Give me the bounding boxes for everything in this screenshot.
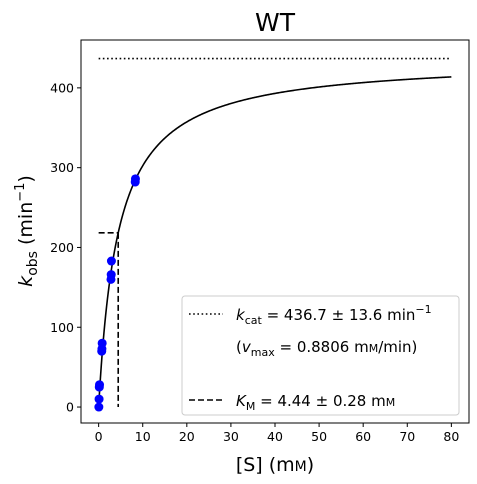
x-tick-label: 0 [95, 429, 103, 444]
x-tick-label: 10 [135, 429, 151, 444]
data-point [106, 256, 116, 266]
x-tick-label: 50 [311, 429, 327, 444]
y-tick-label: 0 [66, 400, 74, 415]
x-tick-label: 70 [399, 429, 415, 444]
axis-ticks: 0 10 20 30 40 50 60 70 80 0 100 200 300 400 [50, 80, 459, 444]
y-tick-label: 100 [50, 320, 74, 335]
x-tick-label: 30 [223, 429, 239, 444]
legend-box [181, 295, 460, 416]
data-point [94, 394, 104, 404]
plot-area [94, 57, 452, 412]
data-point [130, 174, 140, 184]
legend-km-label: KM = 4.44 ± 0.28 mM [236, 392, 395, 413]
fit-curve [97, 76, 452, 408]
x-tick-label: 60 [355, 429, 371, 444]
data-point [94, 402, 104, 412]
x-tick-label: 20 [179, 429, 195, 444]
legend-vmax-label: (vmax = 0.8806 mM/min) [236, 338, 417, 359]
y-tick-label: 300 [50, 160, 74, 175]
x-tick-label: 80 [443, 429, 459, 444]
y-tick-label: 400 [50, 80, 74, 95]
y-tick-label: 200 [50, 240, 74, 255]
data-point [95, 380, 105, 390]
x-tick-label: 40 [267, 429, 283, 444]
y-axis-label: kobs (min−1) [13, 175, 41, 287]
x-axis-label: [S] (mM) [236, 454, 314, 476]
legend-kcat-label: kcat = 436.7 ± 13.6 min−1 [236, 303, 432, 327]
data-point [97, 338, 107, 348]
chart-title: WT [255, 8, 296, 37]
data-point [106, 270, 116, 280]
legend: kcat = 436.7 ± 13.6 min−1 (vmax = 0.8806… [181, 295, 460, 416]
